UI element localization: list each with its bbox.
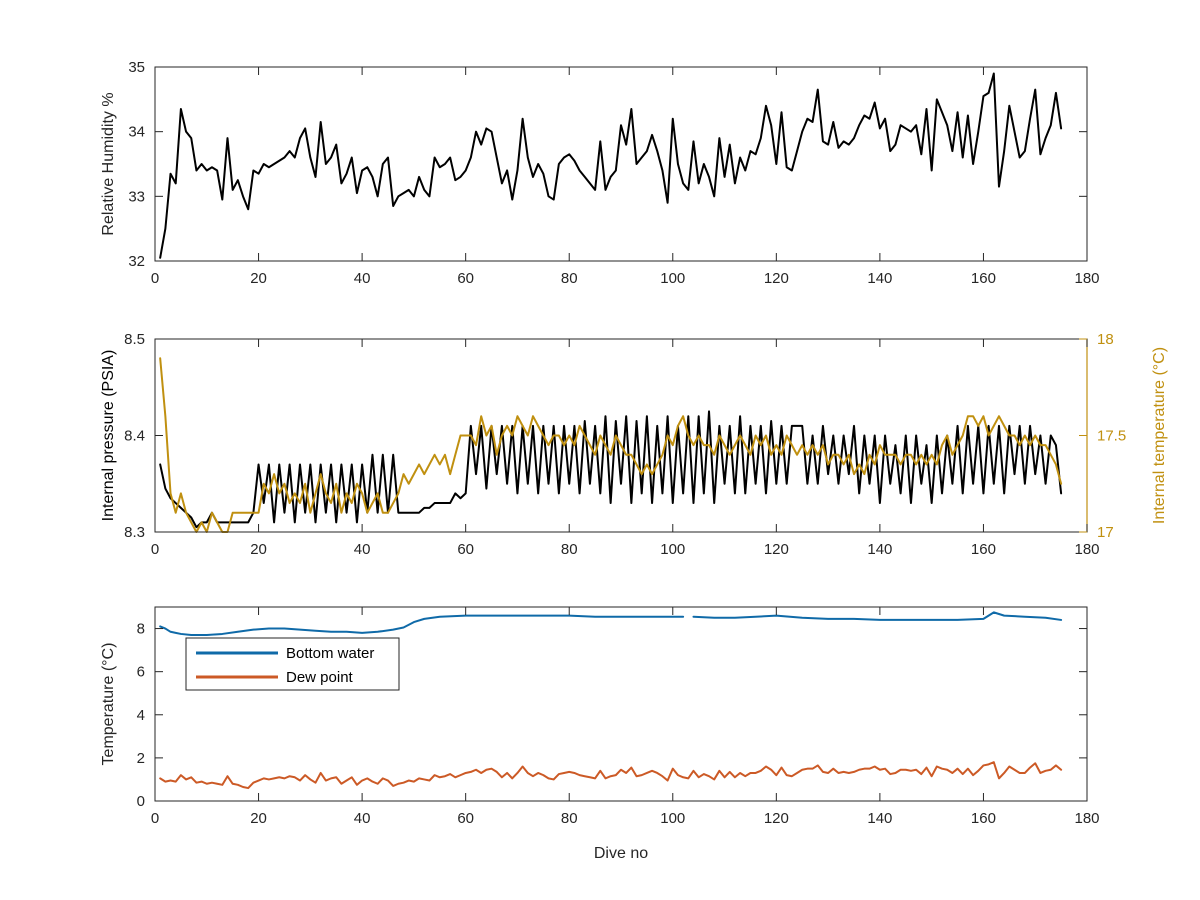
legend-label: Dew point (286, 669, 354, 686)
internal-pressure-temperature-chart: 0 20 40 60 80 100 120 140 160 180 8.3 8.4 8.5 17 17.5 1… (100, 331, 1168, 558)
y-tick-label: 6 (137, 664, 145, 681)
x-tick-label: 20 (250, 541, 267, 558)
x-tick-label: 40 (354, 541, 371, 558)
x-tick-label: 80 (561, 541, 578, 558)
plot-frame (154, 66, 1088, 262)
x-tick-label: 180 (1074, 541, 1099, 558)
x-tick-label: 60 (457, 810, 474, 827)
y-tick-label: 33 (128, 188, 145, 205)
plot-frame (154, 606, 1088, 802)
x-tick-label: 140 (867, 270, 892, 287)
x-tick-label: 60 (457, 541, 474, 558)
x-axis-label: Dive no (594, 845, 648, 862)
y-tick-label: 34 (128, 124, 145, 141)
series-dew-point-line (159, 761, 1063, 790)
x-tick-label: 0 (151, 270, 159, 287)
y-tick-label: 8 (137, 621, 145, 638)
legend-box (185, 637, 400, 691)
x-tick-label: 160 (971, 810, 996, 827)
y-tick-label: 8.4 (124, 428, 145, 445)
x-tick-label: 160 (971, 541, 996, 558)
x-tick-label: 80 (561, 810, 578, 827)
y-tick-label: 0 (137, 793, 145, 810)
humidity-series-line (159, 72, 1063, 259)
y-tick-label: 8.5 (124, 331, 145, 348)
y-right-tick-label: 17.5 (1097, 428, 1126, 445)
x-tick-label: 0 (151, 541, 159, 558)
y-tick-label: 8.3 (124, 524, 145, 541)
temperature-chart: 0 20 40 60 80 100 120 140 160 180 0 2 4 6 8 Temperature… (100, 606, 1100, 862)
y-right-tick-label: 18 (1097, 331, 1114, 348)
x-tick-label: 100 (660, 270, 685, 287)
y-axis-label: Relative Humidity % (100, 92, 117, 235)
x-tick-label: 100 (660, 541, 685, 558)
relative-humidity-chart: 0 20 40 60 80 100 120 140 160 180 32 33 34 35 Relative… (100, 59, 1100, 287)
series-bottom-water-line (159, 611, 1063, 637)
x-tick-label: 100 (660, 810, 685, 827)
x-tick-label: 40 (354, 810, 371, 827)
x-tick-label: 140 (867, 810, 892, 827)
pressure-series-line (159, 410, 1063, 529)
y-tick-label: 4 (137, 707, 145, 724)
legend-label: Bottom water (286, 645, 374, 662)
x-tick-label: 0 (151, 810, 159, 827)
x-tick-label: 120 (764, 541, 789, 558)
x-tick-label: 120 (764, 270, 789, 287)
x-tick-label: 20 (250, 270, 267, 287)
y-axis-label-right: Internal temperature (°C) (1151, 347, 1168, 524)
x-tick-label: 120 (764, 810, 789, 827)
y-right-tick-label: 17 (1097, 524, 1114, 541)
y-tick-label: 2 (137, 750, 145, 767)
y-tick-label: 35 (128, 59, 145, 76)
y-axis-label: Internal pressure (PSIA) (100, 350, 117, 522)
y-axis-label: Temperature (°C) (100, 643, 117, 766)
x-tick-label: 60 (457, 270, 474, 287)
x-tick-label: 140 (867, 541, 892, 558)
x-tick-label: 20 (250, 810, 267, 827)
y-tick-label: 32 (128, 253, 145, 270)
x-tick-label: 180 (1074, 270, 1099, 287)
x-tick-label: 180 (1074, 810, 1099, 827)
x-tick-label: 80 (561, 270, 578, 287)
temperature-series-line (159, 357, 1063, 533)
x-tick-label: 160 (971, 270, 996, 287)
x-tick-label: 40 (354, 270, 371, 287)
